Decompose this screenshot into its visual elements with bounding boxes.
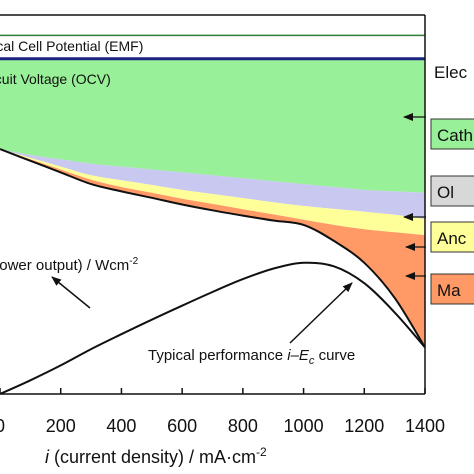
cathode-loss-area — [0, 58, 425, 193]
x-tick-label: 1000 — [284, 416, 324, 436]
loss-regions — [0, 58, 425, 348]
x-tick-label: 1400 — [405, 416, 445, 436]
x-tick-label: 1200 — [344, 416, 384, 436]
band-legend: Elec Cath Ol Anc Ma — [403, 63, 474, 305]
curves — [0, 34, 425, 394]
band-label-electrolyte: Elec — [434, 63, 468, 82]
band-label-text: Anc — [437, 229, 467, 248]
emf-label: Theoretical Cell Potential (EMF) — [0, 38, 143, 54]
band-label-box — [430, 273, 474, 305]
power-curve — [0, 261, 425, 394]
anode-loss-area — [0, 149, 425, 236]
plot-frame — [0, 14, 426, 395]
ohmic-loss-area — [0, 149, 425, 220]
performance-label-arrow — [289, 282, 353, 344]
band-label-text: Ma — [437, 281, 461, 300]
band-label-text: Cath — [437, 126, 473, 145]
power-curve-label: P (power output) / Wcm-2 — [0, 256, 139, 274]
power-label-arrow — [51, 276, 91, 309]
performance-curve — [0, 148, 425, 348]
x-axis-title: i (current density) / mA·cm-2 — [45, 445, 267, 467]
band-label-text: Ol — [437, 183, 454, 202]
performance-curve-label: Typical performance i–Ec curve — [148, 347, 355, 367]
band-label-box — [430, 221, 474, 253]
x-tick-label: 200 — [46, 416, 76, 436]
x-tick-label: 400 — [106, 416, 136, 436]
band-label-box — [430, 118, 474, 150]
x-axis-ticks: 0 200 400 600 800 1000 1200 1400 — [0, 388, 445, 436]
x-tick-label: 0 — [0, 416, 5, 436]
x-tick-label: 600 — [167, 416, 197, 436]
x-tick-label: 800 — [228, 416, 258, 436]
band-label-box — [430, 175, 474, 207]
ocv-label: Open-Circuit Voltage (OCV) — [0, 71, 111, 87]
